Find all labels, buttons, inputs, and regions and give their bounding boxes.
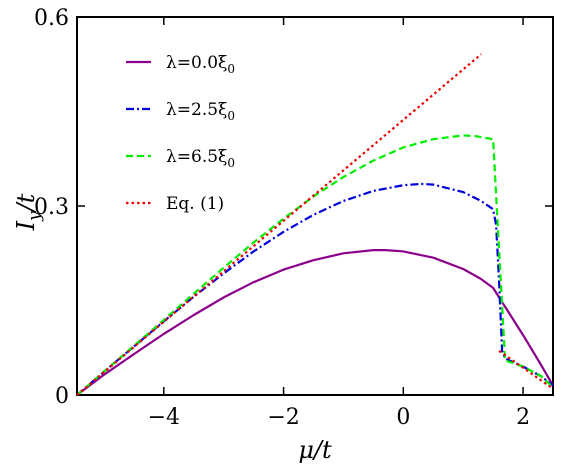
series-line-3	[76, 53, 482, 396]
x-tick-label: −2	[267, 405, 299, 430]
legend-label: λ=2.5ξ0	[166, 100, 235, 123]
legend-label: Eq. (1)	[166, 194, 224, 214]
legend-label: λ=6.5ξ0	[166, 147, 235, 170]
x-tick-label: −4	[148, 405, 180, 430]
series-layer	[76, 53, 554, 396]
legend-label: λ=0.0ξ0	[166, 53, 235, 76]
legend: λ=0.0ξ0 λ=2.5ξ0 λ=6.5ξ0 Eq. (1)	[126, 53, 235, 214]
x-axis-label: μ/t	[298, 436, 332, 464]
y-tick-label: 0.6	[34, 6, 69, 31]
x-tick-label: 0	[396, 405, 410, 430]
y-tick-label: 0.3	[34, 195, 69, 220]
y-tick-label: 0	[55, 384, 69, 409]
plot-frame	[76, 16, 554, 396]
x-tick-label: 2	[516, 405, 530, 430]
series-line-2	[76, 134, 554, 396]
axis-ticks: −4 −2 0 2 0 0.3 0.6	[34, 6, 553, 430]
series-line-1	[76, 182, 554, 396]
y-axis-label: Iy/t	[12, 193, 45, 231]
